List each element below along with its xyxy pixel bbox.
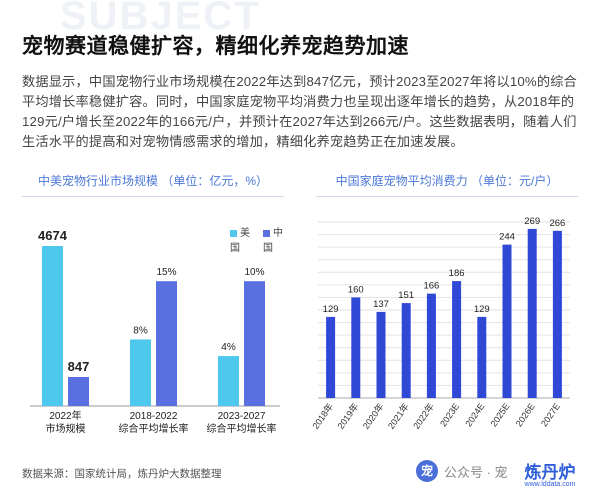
chart-legend: 美国 中国 (230, 224, 288, 254)
bar (376, 311, 386, 398)
group-label: 2018-2022 (130, 411, 178, 422)
group-label: 2023-2027 (218, 411, 266, 422)
bar (552, 230, 562, 398)
data-label: 137 (373, 299, 389, 310)
bar (426, 293, 436, 398)
brand-url: www.lddata.com (524, 481, 576, 488)
bar-cn (156, 281, 177, 406)
bar (477, 316, 487, 398)
data-label: 160 (348, 284, 364, 295)
group-label: 综合平均增长率 (207, 422, 277, 435)
data-label: 129 (323, 304, 339, 315)
watermark: 宠 公众号 · 宠 (416, 460, 508, 482)
tick-label: 2025E (489, 401, 512, 428)
market-size-chart: 美国 中国 4674 847 2022年 市场规模 8% 15% 2018-2022 综合平均… (22, 200, 288, 440)
data-source: 数据来源：国家统计局，炼丹炉大数据整理 (22, 468, 222, 480)
data-label: 266 (549, 218, 565, 229)
brand-logo: 炼丹炉 www.lddata.com (510, 458, 590, 488)
data-label: 4% (221, 342, 236, 353)
market-size-svg: 46748472022年市场规模8%15%2018-2022综合平均增长率4%1… (30, 228, 280, 435)
divider (316, 196, 578, 197)
tick-label: 2019年 (335, 401, 361, 431)
bar-us (130, 339, 151, 406)
group-label: 综合平均增长率 (119, 422, 189, 435)
data-label: 244 (499, 232, 515, 243)
bar (351, 297, 361, 398)
data-label: 10% (244, 267, 264, 278)
legend-item-us: 美国 (230, 224, 255, 254)
data-label: 166 (423, 281, 439, 292)
data-label: 8% (133, 325, 148, 336)
wechat-logo-icon: 宠 (416, 460, 438, 482)
household-spend-chart: 129 2018年 160 2019年 137 2020年 151 2021年 166 2022年… (300, 200, 590, 440)
data-label: 847 (68, 359, 90, 374)
bar (452, 281, 462, 398)
background-word: SUBJECT (60, 0, 261, 38)
left-chart-title: 中美宠物行业市场规模 （单位：亿元，%） (37, 174, 268, 188)
data-label: 129 (474, 304, 490, 315)
tick-label: 2027E (539, 401, 562, 428)
legend-swatch-us (230, 229, 237, 237)
bar-us (42, 246, 63, 406)
legend-label: 中国 (263, 228, 283, 254)
bar (527, 228, 537, 398)
watermark-text: 公众号 · 宠 (444, 464, 508, 480)
group-label: 2022年 (49, 409, 81, 422)
tick-label: 2023E (438, 401, 461, 428)
tick-label: 2024E (463, 401, 486, 428)
bar (502, 244, 512, 398)
legend-swatch-cn (263, 229, 270, 237)
bar-us (218, 356, 239, 406)
tick-label: 2021年 (385, 401, 411, 431)
tick-label: 2022年 (410, 401, 436, 431)
tick-label: 2020年 (360, 401, 386, 431)
data-label: 269 (524, 216, 540, 227)
tick-label: 2018年 (310, 401, 336, 431)
brand-name: 炼丹炉 (524, 463, 576, 482)
group-label: 市场规模 (46, 422, 86, 435)
legend-item-cn: 中国 (263, 224, 288, 254)
body-paragraph: 数据显示，中国宠物行业市场规模在2022年达到847亿元，预计2023至2027… (22, 74, 578, 149)
data-label: 151 (398, 290, 414, 301)
bar-cn (244, 281, 265, 406)
bar (326, 316, 336, 398)
divider (22, 196, 284, 197)
tick-label: 2026E (514, 401, 537, 428)
data-label: 15% (156, 267, 176, 278)
legend-label: 美国 (230, 228, 250, 254)
data-label: 4674 (38, 228, 68, 243)
bar-cn (68, 377, 89, 406)
household-spend-svg: 129 2018年 160 2019年 137 2020年 151 2021年 166 2022年… (310, 216, 570, 431)
data-label: 186 (449, 268, 465, 279)
page-title: 宠物赛道稳健扩容，精细化养宠趋势加速 (22, 35, 409, 58)
right-chart-title: 中国家庭宠物平均消费力 （单位：元/户） (335, 174, 559, 188)
bar (401, 303, 411, 398)
